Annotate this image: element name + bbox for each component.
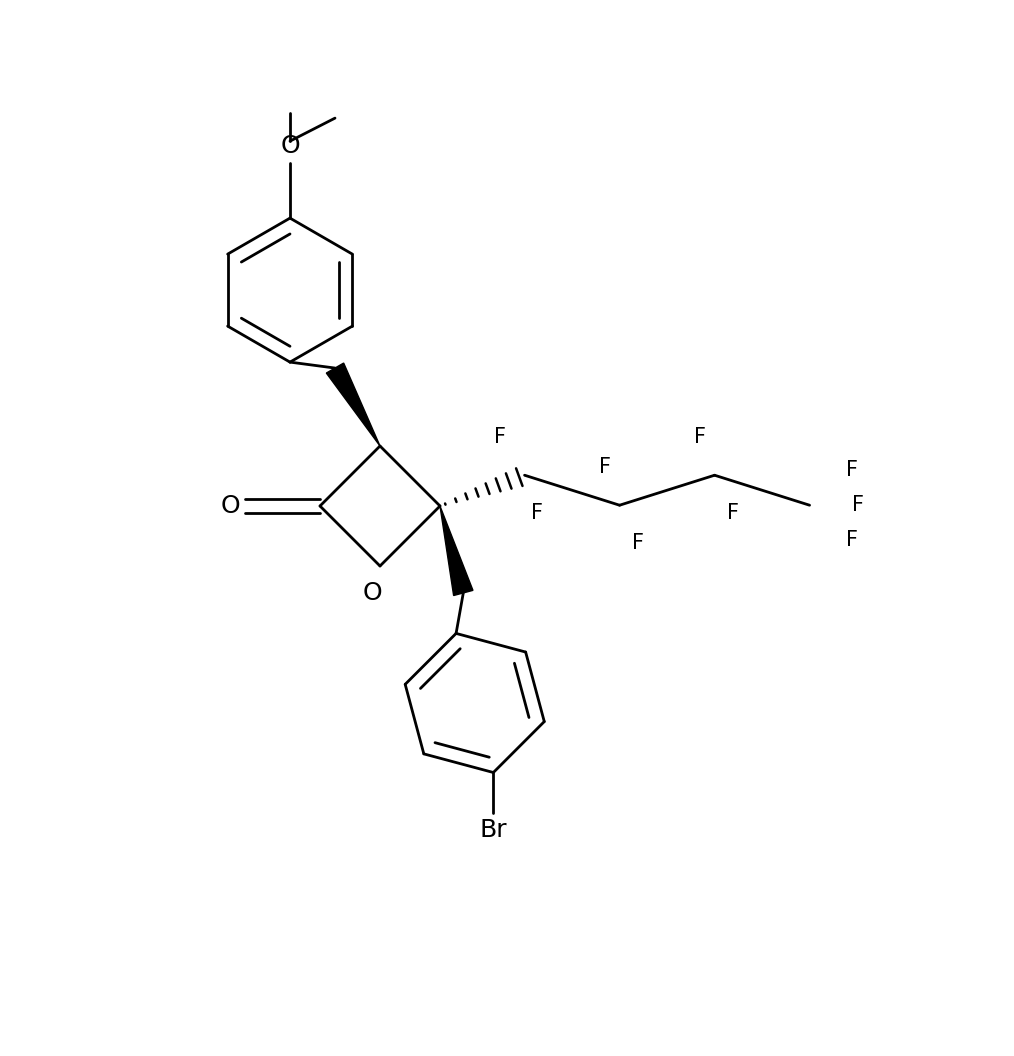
Text: F: F bbox=[632, 533, 644, 553]
Text: O: O bbox=[220, 494, 240, 518]
Text: F: F bbox=[846, 530, 858, 550]
Text: F: F bbox=[694, 428, 706, 448]
Text: O: O bbox=[280, 134, 300, 158]
Text: F: F bbox=[530, 504, 542, 523]
Text: F: F bbox=[598, 457, 610, 477]
Polygon shape bbox=[440, 506, 473, 596]
Text: Br: Br bbox=[480, 817, 507, 842]
Text: O: O bbox=[362, 581, 382, 605]
Text: F: F bbox=[846, 460, 858, 480]
Text: F: F bbox=[494, 428, 506, 448]
Text: F: F bbox=[727, 504, 738, 523]
Polygon shape bbox=[327, 363, 380, 446]
Text: F: F bbox=[852, 495, 864, 515]
